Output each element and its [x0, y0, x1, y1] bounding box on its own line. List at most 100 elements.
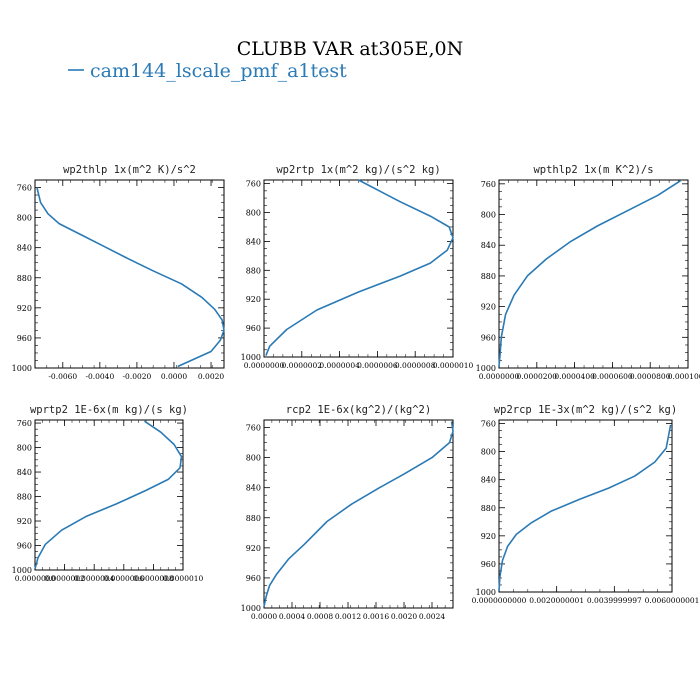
panel-title: wprtp2 1E-6x(m kg)/(s kg): [30, 404, 188, 416]
x-tick-label: 0.0000600: [592, 372, 633, 381]
y-tick-label: 920: [17, 517, 32, 526]
x-tick-label: 0.0000000000: [472, 596, 527, 605]
x-tick-label: 0.0000002: [44, 574, 85, 583]
y-tick-label: 960: [481, 560, 496, 569]
x-tick-label: 0.0000004: [319, 361, 360, 370]
panel-title: wpthlp2 1x(m K^2)/s: [533, 164, 653, 176]
y-tick-label: 800: [481, 448, 496, 457]
y-tick-label: 760: [246, 424, 261, 433]
y-tick-label: 1000: [241, 604, 261, 613]
x-tick-label: -0.0060: [48, 372, 77, 381]
x-tick-label: 0.0000002: [282, 361, 323, 370]
panel-2: wp2rtp 1x(m^2 kg)/(s^2 kg) 760 800 840 880 92…: [241, 164, 474, 370]
x-tick-label: 0.0000008: [133, 574, 174, 583]
x-tick-label: 0.0060000001: [645, 596, 700, 605]
y-tick-label: 960: [246, 324, 261, 333]
x-tick-label: 0.0000006: [357, 361, 398, 370]
y-tick-label: 800: [17, 214, 32, 223]
y-tick-label: 840: [17, 468, 32, 477]
y-tick-label: 800: [17, 444, 32, 453]
y-tick-label: 880: [481, 272, 496, 281]
y-tick-label: 880: [246, 514, 261, 523]
y-tick-label: 1000: [241, 353, 261, 362]
x-tick-label: 0.0024: [419, 612, 445, 621]
series-line: [498, 180, 681, 367]
y-tick-label: 920: [17, 304, 32, 313]
y-tick-label: 880: [481, 504, 496, 513]
y-tick-label: 840: [246, 237, 261, 246]
series-line: [34, 420, 183, 570]
x-tick-label: 0.0001000: [668, 372, 700, 381]
panel-3: wpthlp2 1x(m K^2)/s 760 800 840 880 920 960 100…: [476, 164, 700, 381]
plot-frame: [498, 179, 689, 369]
x-tick-label: 0.0000008: [395, 361, 436, 370]
panels: wp2thlp 1x(m^2 K)/s^2 760 800 840 880 920 960 1…: [12, 164, 700, 621]
x-tick-label: -0.0020: [123, 372, 152, 381]
panel-4: wprtp2 1E-6x(m kg)/(s kg) 760 800 840 880 920…: [12, 404, 204, 583]
x-tick-label: 0.0039999997: [587, 596, 642, 605]
x-tick-label: 0.0000: [251, 612, 277, 621]
plot-frame: [263, 179, 454, 358]
plot-frame: [34, 419, 184, 571]
plot-frame: [34, 179, 225, 369]
series-line: [263, 421, 454, 607]
x-tick-label: 0.0020: [198, 372, 224, 381]
y-tick-label: 760: [17, 184, 32, 193]
x-tick-label: 0.0000006: [104, 574, 145, 583]
y-tick-label: 880: [17, 274, 32, 283]
x-tick-label: 0.0000004: [74, 574, 115, 583]
y-tick-label: 920: [246, 295, 261, 304]
x-tick-label: 0.0000010: [163, 574, 204, 583]
x-tick-label: 0.0008: [307, 612, 333, 621]
y-tick-label: 960: [246, 574, 261, 583]
panel-6: wp2rcp 1E-3x(m^2 kg)/(s^2 kg) 760 800 840 88…: [472, 404, 700, 605]
plot-frame: [498, 419, 673, 593]
y-tick-label: 840: [17, 244, 32, 253]
series-line: [265, 179, 454, 356]
legend-label: cam144_lscale_pmf_a1test: [90, 60, 347, 82]
panel-title: wp2rcp 1E-3x(m^2 kg)/(s^2 kg): [494, 404, 677, 416]
y-tick-label: 920: [246, 544, 261, 553]
plot-frame: [263, 419, 454, 609]
y-tick-label: 760: [481, 180, 496, 189]
x-tick-label: -0.0040: [85, 372, 114, 381]
y-tick-label: 960: [17, 542, 32, 551]
y-tick-label: 760: [17, 419, 32, 428]
y-tick-label: 1000: [476, 588, 496, 597]
series-line: [498, 424, 672, 591]
y-tick-label: 1000: [12, 566, 32, 575]
panel-title: wp2thlp 1x(m^2 K)/s^2: [63, 164, 196, 176]
y-tick-label: 840: [481, 476, 496, 485]
y-tick-label: 800: [246, 454, 261, 463]
y-tick-label: 1000: [12, 364, 32, 373]
x-tick-label: 0.0000200: [517, 372, 558, 381]
x-tick-label: 0.0020: [391, 612, 417, 621]
x-tick-label: 0.0000000: [244, 361, 285, 370]
panel-5: rcp2 1E-6x(kg^2)/(kg^2) 760 800 840 880 920 96…: [241, 404, 454, 621]
panel-title: rcp2 1E-6x(kg^2)/(kg^2): [286, 404, 431, 416]
y-tick-label: 840: [246, 484, 261, 493]
x-tick-label: 0.0000010: [433, 361, 474, 370]
y-tick-label: 960: [17, 334, 32, 343]
x-tick-label: 0.0000400: [554, 372, 595, 381]
y-tick-label: 840: [481, 241, 496, 250]
y-tick-label: 1000: [476, 364, 496, 373]
x-tick-label: 0.0000000: [15, 574, 56, 583]
figure-title: CLUBB VAR at305E,0N: [237, 38, 463, 60]
x-tick-label: 0.0016: [363, 612, 389, 621]
x-tick-label: 0.0020000001: [529, 596, 584, 605]
x-tick-label: 0.0012: [335, 612, 361, 621]
y-tick-label: 880: [246, 266, 261, 275]
y-tick-label: 760: [246, 180, 261, 189]
y-tick-label: 920: [481, 303, 496, 312]
x-tick-label: 0.0000: [161, 372, 187, 381]
panel-1: wp2thlp 1x(m^2 K)/s^2 760 800 840 880 920 960 1…: [12, 164, 225, 381]
y-tick-label: 880: [17, 493, 32, 502]
x-tick-label: 0.0000800: [630, 372, 671, 381]
y-tick-label: 800: [246, 209, 261, 218]
y-tick-label: 960: [481, 333, 496, 342]
y-tick-label: 800: [481, 211, 496, 220]
panel-title: wp2rtp 1x(m^2 kg)/(s^2 kg): [276, 164, 440, 176]
y-tick-label: 920: [481, 532, 496, 541]
